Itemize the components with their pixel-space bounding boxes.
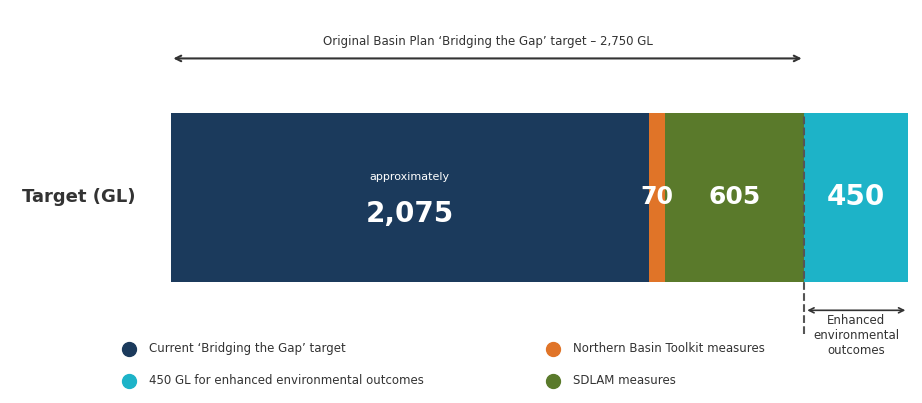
- FancyBboxPatch shape: [665, 113, 804, 282]
- FancyBboxPatch shape: [804, 113, 908, 282]
- Text: approximately: approximately: [370, 172, 450, 182]
- Text: 2,075: 2,075: [366, 199, 454, 228]
- FancyBboxPatch shape: [649, 113, 665, 282]
- Text: Current ‘Bridging the Gap’ target: Current ‘Bridging the Gap’ target: [149, 342, 346, 355]
- Text: Target (GL): Target (GL): [21, 189, 136, 206]
- Point: [122, 345, 136, 352]
- Text: 450: 450: [827, 183, 885, 212]
- Text: Enhanced
environmental
outcomes: Enhanced environmental outcomes: [813, 314, 899, 357]
- Point: [546, 378, 561, 384]
- FancyBboxPatch shape: [171, 113, 649, 282]
- Point: [546, 345, 561, 352]
- Text: Northern Basin Toolkit measures: Northern Basin Toolkit measures: [573, 342, 765, 355]
- Text: Original Basin Plan ‘Bridging the Gap’ target – 2,750 GL: Original Basin Plan ‘Bridging the Gap’ t…: [323, 35, 653, 48]
- Point: [122, 378, 136, 384]
- Text: 605: 605: [709, 185, 761, 210]
- Text: 70: 70: [641, 185, 673, 210]
- Text: 450 GL for enhanced environmental outcomes: 450 GL for enhanced environmental outcom…: [149, 374, 424, 387]
- Text: SDLAM measures: SDLAM measures: [573, 374, 677, 387]
